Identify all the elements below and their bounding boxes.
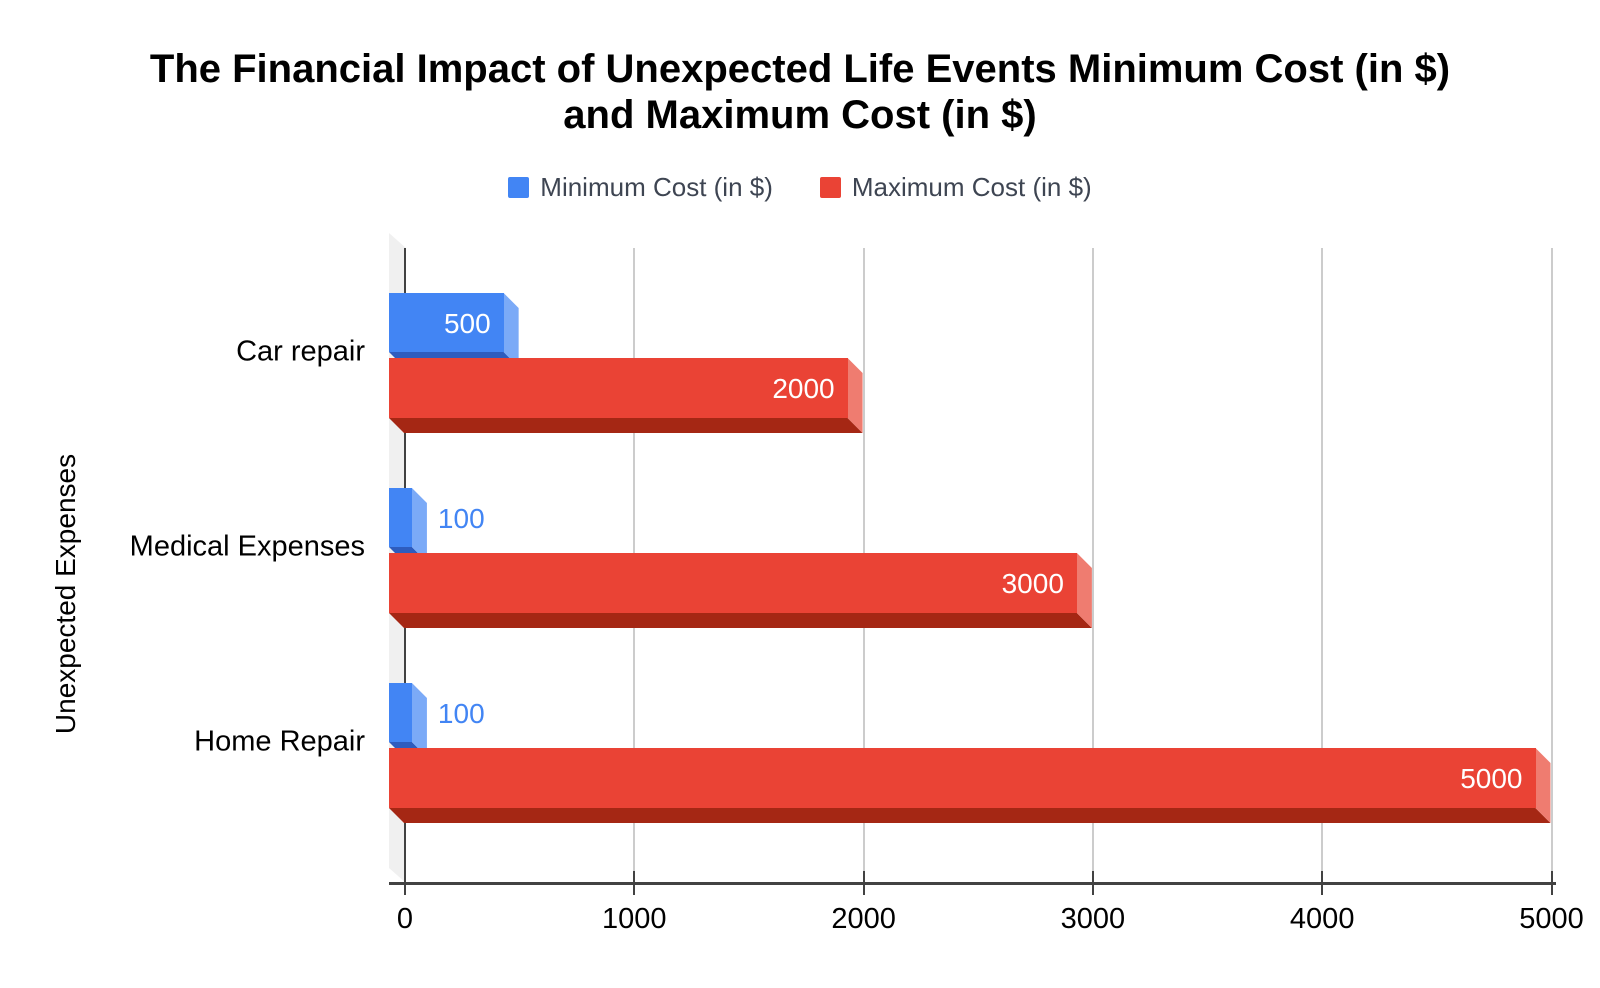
x-axis-label-5000: 5000 — [1519, 903, 1584, 935]
legend-item-maximum-cost-in: Maximum Cost (in $) — [819, 172, 1092, 203]
bar-max-home-repair — [389, 748, 1536, 808]
gridline-4000 — [1321, 248, 1324, 883]
legend: Minimum Cost (in $) Maximum Cost (in $) — [0, 172, 1600, 203]
bar-max-home-repair-side-face — [1535, 748, 1551, 823]
bar-max-car-repair-bottom-face — [389, 418, 863, 433]
gridline-3000 — [1091, 248, 1094, 883]
x-axis-label-1000: 1000 — [602, 903, 667, 935]
x-axis-label-0: 0 — [396, 903, 414, 935]
x-axis-tick-3000 — [1091, 871, 1094, 895]
chart-title: The Financial Impact of Unexpected Life … — [0, 46, 1600, 138]
value-label-max-medical-expenses: 3000 — [1001, 568, 1064, 599]
bar-min-medical-expenses — [389, 488, 412, 547]
x-axis-tick-0 — [404, 871, 406, 895]
legend-swatch-icon-minimum-cost-in — [508, 177, 530, 198]
x-axis-label-2000: 2000 — [831, 903, 896, 935]
x-axis-tick-2000 — [862, 871, 865, 895]
x-axis-label-3000: 3000 — [1060, 903, 1126, 935]
gridline-5000 — [1550, 248, 1553, 883]
x-axis-tick-1000 — [633, 871, 636, 895]
chart-title-line2: and Maximum Cost (in $) — [563, 93, 1037, 137]
bar-min-home-repair-side-face — [411, 683, 427, 757]
legend-swatch-icon-maximum-cost-in — [819, 177, 841, 198]
bar-max-car-repair-side-face — [847, 358, 863, 433]
category-label-medical-expenses: Medical Expenses — [129, 530, 365, 563]
legend-item-minimum-cost-in: Minimum Cost (in $) — [508, 172, 773, 203]
x-axis-line — [389, 882, 1556, 885]
legend-label-minimum-cost-in: Minimum Cost (in $) — [540, 172, 773, 202]
bar-min-home-repair — [389, 683, 412, 742]
legend-label-maximum-cost-in: Maximum Cost (in $) — [851, 172, 1092, 202]
bar-max-home-repair-bottom-face — [389, 808, 1551, 823]
category-label-car-repair: Car repair — [236, 335, 365, 368]
x-axis-tick-4000 — [1321, 871, 1324, 895]
bar-min-car-repair-side-face — [503, 293, 519, 367]
chart-title-line1: The Financial Impact of Unexpected Life … — [149, 47, 1451, 91]
bar-max-medical-expenses — [389, 553, 1077, 613]
bar-min-medical-expenses-side-face — [411, 488, 427, 562]
bar-max-car-repair — [389, 358, 848, 418]
category-label-home-repair: Home Repair — [194, 725, 365, 758]
x-axis-label-4000: 4000 — [1289, 903, 1355, 935]
value-label-min-home-repair: 100 — [437, 697, 485, 729]
bar-min-car-repair — [389, 293, 504, 352]
value-label-min-medical-expenses: 100 — [437, 502, 485, 534]
value-label-min-car-repair: 500 — [443, 307, 491, 339]
bar-max-medical-expenses-bottom-face — [389, 613, 1092, 628]
value-label-max-home-repair: 5000 — [1460, 763, 1523, 794]
bar-max-medical-expenses-side-face — [1076, 553, 1092, 628]
x-axis-tick-5000 — [1550, 871, 1553, 895]
value-label-max-car-repair: 2000 — [772, 373, 835, 404]
